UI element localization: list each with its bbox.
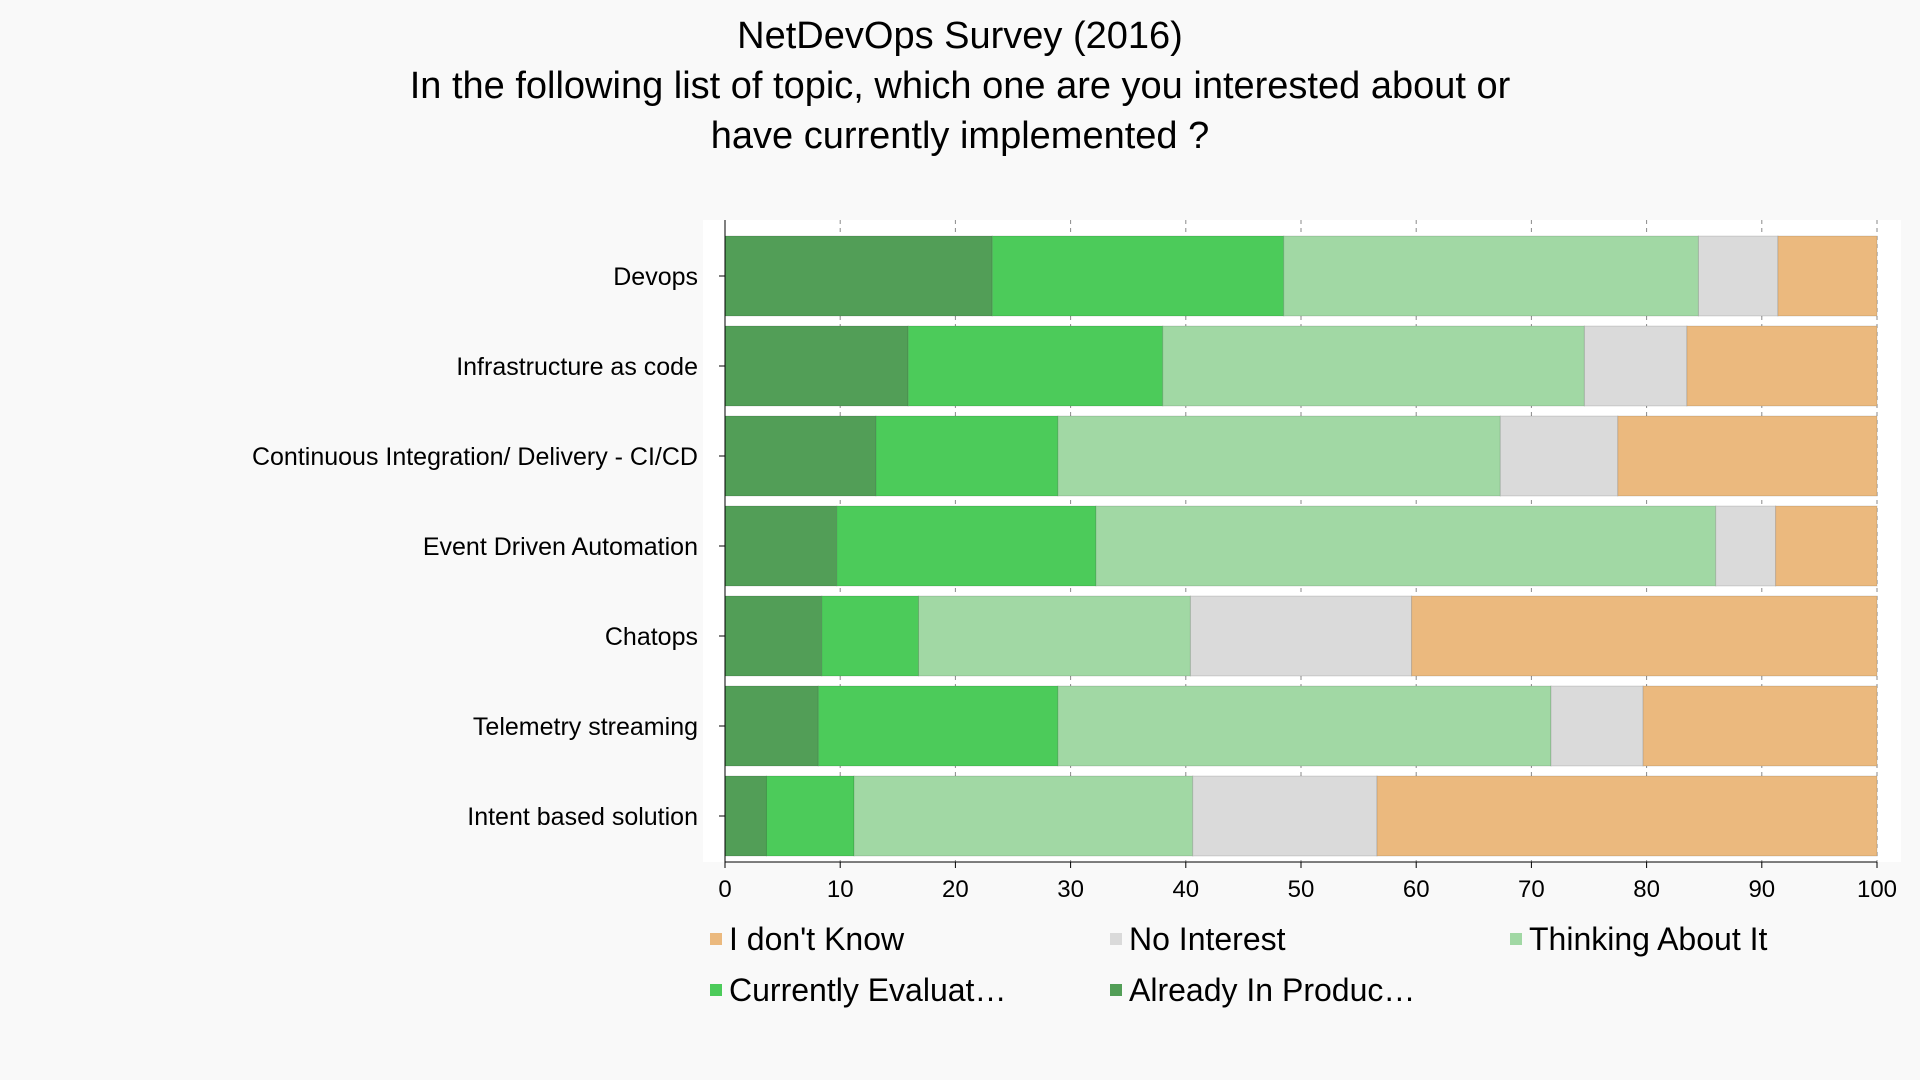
legend-item[interactable]: Already In Produc… bbox=[1110, 972, 1415, 1008]
bar-segment bbox=[836, 505, 1097, 587]
category-label: Devops bbox=[613, 263, 698, 291]
x-tick-label: 70 bbox=[1518, 876, 1545, 903]
category-label: Chatops bbox=[605, 623, 698, 651]
bar-segment bbox=[1057, 415, 1501, 497]
chart-title-line-1: NetDevOps Survey (2016) bbox=[737, 15, 1183, 57]
legend-swatch bbox=[1110, 933, 1122, 945]
chart-title-line-3: have currently implemented ? bbox=[710, 115, 1210, 157]
bar-segment bbox=[724, 415, 877, 497]
legend-item[interactable]: No Interest bbox=[1110, 921, 1286, 957]
x-tick-label: 0 bbox=[718, 876, 731, 903]
bar-segment bbox=[1162, 325, 1585, 407]
category-label: Event Driven Automation bbox=[423, 533, 698, 561]
category-label: Intent based solution bbox=[467, 803, 698, 831]
legend-item[interactable]: I don't Know bbox=[710, 921, 905, 957]
bar-segment bbox=[724, 325, 909, 407]
x-tick-label: 40 bbox=[1172, 876, 1199, 903]
category-label: Continuous Integration/ Delivery - CI/CD bbox=[252, 443, 698, 471]
bar-segment bbox=[724, 235, 993, 317]
bar-segment bbox=[1642, 685, 1878, 767]
legend-label: Already In Produc… bbox=[1129, 972, 1415, 1008]
bar-segment bbox=[1777, 235, 1878, 317]
bar-segment bbox=[991, 235, 1285, 317]
bar-segment bbox=[1411, 595, 1878, 677]
legend-label: No Interest bbox=[1129, 921, 1286, 957]
x-tick-label: 30 bbox=[1057, 876, 1084, 903]
bar-segment bbox=[1686, 325, 1878, 407]
category-label: Telemetry streaming bbox=[473, 713, 698, 741]
category-label: Infrastructure as code bbox=[456, 353, 698, 381]
bar-segment bbox=[765, 775, 855, 857]
bar-segment bbox=[1192, 775, 1378, 857]
bar-segment bbox=[724, 775, 767, 857]
legend-label: Thinking About It bbox=[1529, 921, 1767, 957]
bar-segment bbox=[875, 415, 1059, 497]
x-tick-label: 80 bbox=[1633, 876, 1660, 903]
x-tick-label: 100 bbox=[1857, 876, 1897, 903]
bar-segment bbox=[724, 505, 838, 587]
x-tick-label: 60 bbox=[1403, 876, 1430, 903]
legend-swatch bbox=[710, 933, 722, 945]
bar-segment bbox=[1697, 235, 1779, 317]
bar-segment bbox=[1550, 685, 1644, 767]
legend-label: I don't Know bbox=[729, 921, 905, 957]
bar-segment bbox=[918, 595, 1191, 677]
bar-segment bbox=[853, 775, 1194, 857]
bar-segment bbox=[724, 685, 819, 767]
legend-swatch bbox=[1510, 933, 1522, 945]
bar-segment bbox=[1095, 505, 1717, 587]
bar-segment bbox=[1775, 505, 1878, 587]
bar-segment bbox=[1715, 505, 1777, 587]
bar-segment bbox=[1376, 775, 1878, 857]
bar-segment bbox=[821, 595, 920, 677]
x-tick-label: 50 bbox=[1288, 876, 1315, 903]
bar-segment bbox=[724, 595, 823, 677]
x-tick-label: 20 bbox=[942, 876, 969, 903]
bar-segment bbox=[817, 685, 1059, 767]
bars bbox=[724, 235, 1878, 857]
bar-segment bbox=[1283, 235, 1699, 317]
bar-segment bbox=[1057, 685, 1552, 767]
x-tick-label: 10 bbox=[827, 876, 854, 903]
legend-item[interactable]: Currently Evaluat… bbox=[710, 972, 1006, 1008]
bar-segment bbox=[1189, 595, 1413, 677]
legend-item[interactable]: Thinking About It bbox=[1510, 921, 1767, 957]
bar-segment bbox=[1583, 325, 1688, 407]
legend-swatch bbox=[710, 984, 722, 996]
chart-title-line-2: In the following list of topic, which on… bbox=[409, 65, 1511, 107]
bar-segment bbox=[907, 325, 1164, 407]
bar-segment bbox=[1499, 415, 1619, 497]
legend: I don't Know No Interest Thinking About It… bbox=[710, 921, 1767, 1008]
legend-swatch bbox=[1110, 984, 1122, 996]
x-tick-label: 90 bbox=[1748, 876, 1775, 903]
axes: Devops Infrastructure as code Continuous I… bbox=[252, 220, 1897, 903]
legend-label: Currently Evaluat… bbox=[729, 972, 1006, 1008]
bar-segment bbox=[1617, 415, 1878, 497]
chart-title: NetDevOps Survey (2016) In the following… bbox=[0, 0, 1920, 161]
